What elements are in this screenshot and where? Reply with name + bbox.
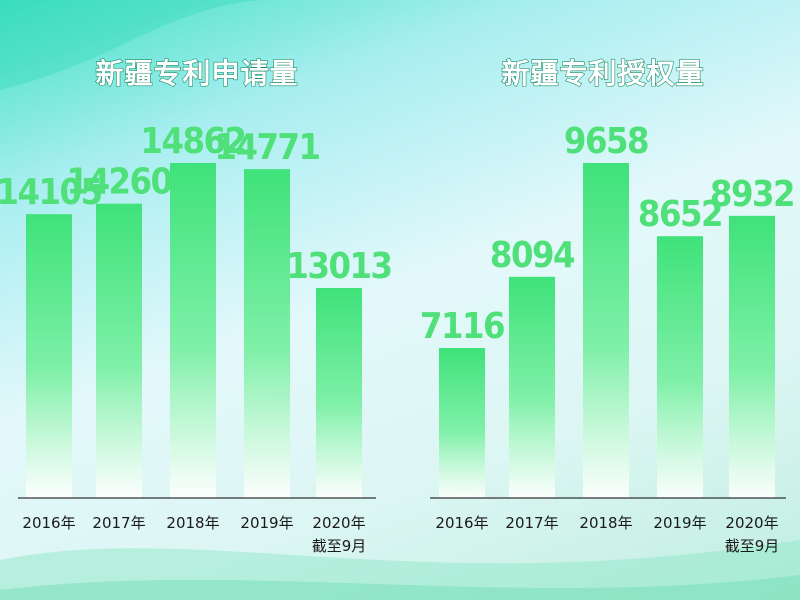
right-chart-title: 新疆专利授权量 xyxy=(501,57,704,90)
right-value-label-4: 8652 xyxy=(638,194,722,235)
left-plot-area: 14105 2016年 14260 2017年 14862 2018年 14771 2019年… xyxy=(0,121,393,555)
right-category-label-3: 2018年 xyxy=(579,514,632,532)
right-value-label-1: 7116 xyxy=(420,306,504,347)
left-value-label-1: 14105 xyxy=(0,172,102,213)
right-category-label-2: 2017年 xyxy=(505,514,558,532)
right-bar-5 xyxy=(729,215,775,498)
left-category-label-5-line2: 截至9月 xyxy=(312,537,367,555)
left-bar-2 xyxy=(96,203,142,498)
left-value-label-3: 14862 xyxy=(140,121,245,162)
left-bar-5 xyxy=(316,288,362,498)
left-bar-1 xyxy=(26,214,72,498)
right-value-label-3: 9658 xyxy=(564,121,648,162)
left-chart-title: 新疆专利申请量 xyxy=(95,57,298,90)
left-bar-3 xyxy=(170,163,216,498)
right-value-label-5: 8932 xyxy=(710,174,794,215)
right-bar-4 xyxy=(657,236,703,499)
right-bar-1 xyxy=(439,348,485,498)
right-category-label-4: 2019年 xyxy=(653,514,706,532)
left-category-label-5: 2020年 xyxy=(312,514,365,532)
right-bar-3 xyxy=(583,163,629,498)
right-value-label-2: 8094 xyxy=(490,235,575,276)
right-category-label-1: 2016年 xyxy=(435,514,488,532)
right-plot-area: 7116 2016年 8094 2017年 9658 2018年 8652 2019年 8932… xyxy=(420,121,796,555)
left-value-label-4: 14771 xyxy=(214,127,319,168)
left-category-label-2: 2017年 xyxy=(92,514,145,532)
right-category-label-5-line2: 截至9月 xyxy=(725,537,780,555)
left-category-label-3: 2018年 xyxy=(166,514,219,532)
right-bar-2 xyxy=(509,276,555,498)
left-value-label-2: 14260 xyxy=(66,162,171,203)
left-category-label-1: 2016年 xyxy=(22,514,75,532)
right-category-label-5: 2020年 xyxy=(725,514,778,532)
left-value-label-5: 13013 xyxy=(286,246,391,287)
left-category-label-4: 2019年 xyxy=(240,514,293,532)
left-bar-4 xyxy=(244,169,290,498)
